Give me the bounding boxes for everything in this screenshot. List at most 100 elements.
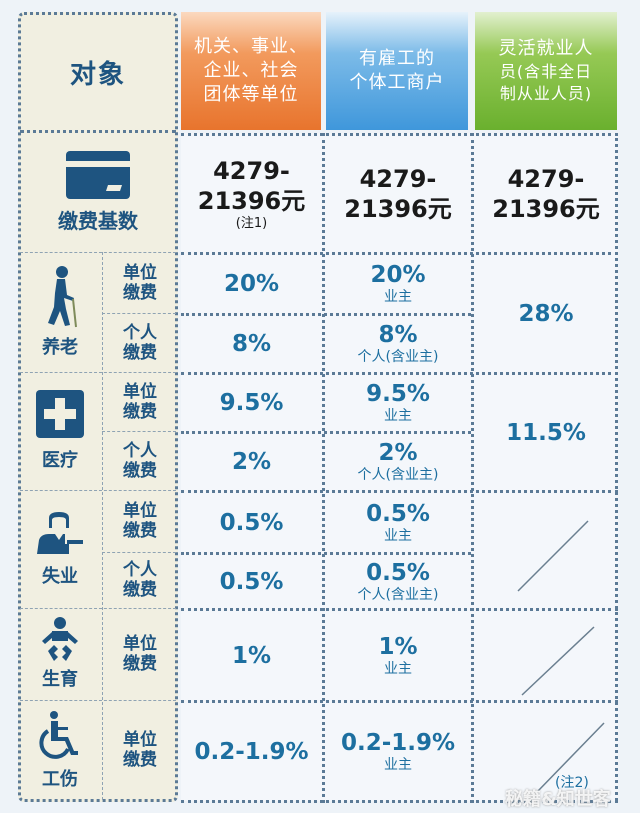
- label-line: 单位: [123, 262, 157, 283]
- contribution-type-personal: 个人 缴费: [102, 552, 178, 608]
- grid-line: [20, 608, 176, 609]
- rate-cell: 8% 个人(含业主): [325, 316, 471, 372]
- label-line: 缴费: [123, 654, 157, 674]
- rate-value: 0.5%: [366, 500, 430, 527]
- header-line: 团体等单位: [203, 84, 299, 105]
- object-header: 对象: [69, 60, 126, 90]
- grid-line: [471, 133, 474, 803]
- header-line: 机关、事业、: [194, 36, 308, 57]
- rate-note: 业主: [384, 756, 412, 773]
- rate-note: 个人(含业主): [357, 349, 439, 365]
- rate-value: 1%: [378, 633, 418, 660]
- grid-line: [20, 700, 176, 701]
- rate-cell: 0.5% 业主: [325, 493, 471, 552]
- not-applicable-slash-icon: [537, 722, 605, 792]
- base-value-line: 21396元: [492, 195, 600, 223]
- label-line: 缴费: [123, 521, 157, 541]
- rate-cell-combined: 28%: [518, 300, 574, 327]
- rate-cell: 2%: [231, 449, 272, 475]
- rate-cell: 20%: [223, 271, 280, 297]
- label-line: 缴费: [123, 342, 157, 363]
- grid-line: [20, 252, 176, 253]
- rate-cell: 9.5%: [219, 390, 284, 416]
- base-value-line: 21396元: [197, 187, 306, 215]
- category-work-injury: 工伤: [18, 700, 102, 802]
- category-label: 工伤: [42, 769, 78, 790]
- category-medical: 医疗: [18, 372, 102, 490]
- contribution-type-personal: 个人 缴费: [102, 313, 178, 372]
- rate-value: 0.5%: [366, 559, 430, 586]
- rate-cell-combined: 11.5%: [506, 419, 586, 446]
- base-value-institutions: 4279- 21396元 (注1): [181, 136, 322, 252]
- medical-cross-icon: [36, 390, 84, 438]
- header-self-employed: 有雇工的 个体工商户: [326, 12, 468, 130]
- unemployed-person-icon: [37, 512, 83, 554]
- rate-cell: 20% 业主: [325, 255, 471, 313]
- grid-line: [181, 313, 471, 316]
- rate-note: 个人(含业主): [357, 467, 439, 483]
- grid-line: [102, 313, 176, 314]
- grid-line: [20, 130, 176, 133]
- contribution-type-unit: 单位 缴费: [102, 252, 178, 313]
- grid-line: [181, 800, 618, 803]
- category-maternity: 生育: [18, 608, 102, 700]
- header-line: 个体工商户: [349, 72, 445, 93]
- category-unemployment: 失业: [18, 490, 102, 608]
- rate-cell: 0.5% 个人(含业主): [325, 555, 471, 608]
- rate-note: 业主: [384, 660, 412, 677]
- grid-line: [181, 700, 618, 703]
- note-2: (注2): [555, 775, 589, 791]
- label-line: 单位: [123, 501, 157, 521]
- rate-value: 20%: [370, 262, 426, 288]
- header-line: 员(含非全日: [499, 62, 593, 81]
- label-line: 单位: [123, 730, 157, 750]
- base-value-line: 4279-: [359, 165, 437, 193]
- rate-value: 2%: [378, 440, 418, 466]
- label-line: 单位: [123, 381, 157, 402]
- base-value-line: 4279-: [507, 165, 585, 193]
- header-line: 灵活就业人: [498, 38, 594, 59]
- grid-line: [20, 372, 176, 373]
- rate-note: 业主: [384, 408, 412, 424]
- label-line: 缴费: [123, 580, 157, 600]
- label-line: 缴费: [123, 750, 157, 770]
- rate-cell: 0.5%: [219, 509, 284, 536]
- note-1: (注1): [235, 216, 268, 231]
- rate-value: 9.5%: [366, 381, 430, 407]
- base-label-cell: 缴费基数: [18, 133, 178, 252]
- category-label: 生育: [42, 669, 78, 690]
- grid-line: [181, 252, 618, 255]
- rate-cell: 0.2-1.9% 业主: [325, 703, 471, 800]
- grid-line: [181, 552, 471, 555]
- rate-cell: 0.5%: [219, 568, 284, 595]
- base-value-self-employed: 4279- 21396元: [325, 136, 471, 252]
- label-line: 个人: [123, 322, 157, 343]
- contribution-type-personal: 个人 缴费: [102, 431, 178, 490]
- rate-cell: 1%: [231, 642, 272, 669]
- rate-note: 业主: [384, 289, 412, 305]
- grid-line: [181, 608, 618, 611]
- rate-cell: 9.5% 业主: [325, 375, 471, 431]
- baby-icon: [42, 617, 78, 661]
- category-label: 医疗: [42, 450, 78, 471]
- rate-cell: 1% 业主: [325, 611, 471, 700]
- header-line: 有雇工的: [359, 48, 435, 69]
- base-value-flexible: 4279- 21396元: [474, 136, 618, 252]
- header-line: 制从业人员): [499, 84, 593, 103]
- header-flexible-employment: 灵活就业人 员(含非全日 制从业人员): [475, 12, 617, 130]
- label-line: 单位: [123, 634, 157, 654]
- not-applicable-slash-icon: [521, 626, 595, 696]
- contribution-type-unit: 单位 缴费: [102, 490, 178, 552]
- rate-value: 8%: [378, 322, 418, 348]
- rate-note: 业主: [384, 527, 412, 544]
- grid-line: [20, 490, 176, 491]
- grid-line: [181, 133, 618, 136]
- rate-cell: 2% 个人(含业主): [325, 434, 471, 490]
- card-icon: [66, 151, 130, 199]
- label-line: 个人: [123, 560, 157, 580]
- label-line: 缴费: [123, 401, 157, 422]
- label-line: 缴费: [123, 460, 157, 481]
- rate-cell: 0.2-1.9%: [194, 738, 309, 765]
- grid-line: [102, 252, 103, 800]
- category-label: 养老: [42, 337, 78, 358]
